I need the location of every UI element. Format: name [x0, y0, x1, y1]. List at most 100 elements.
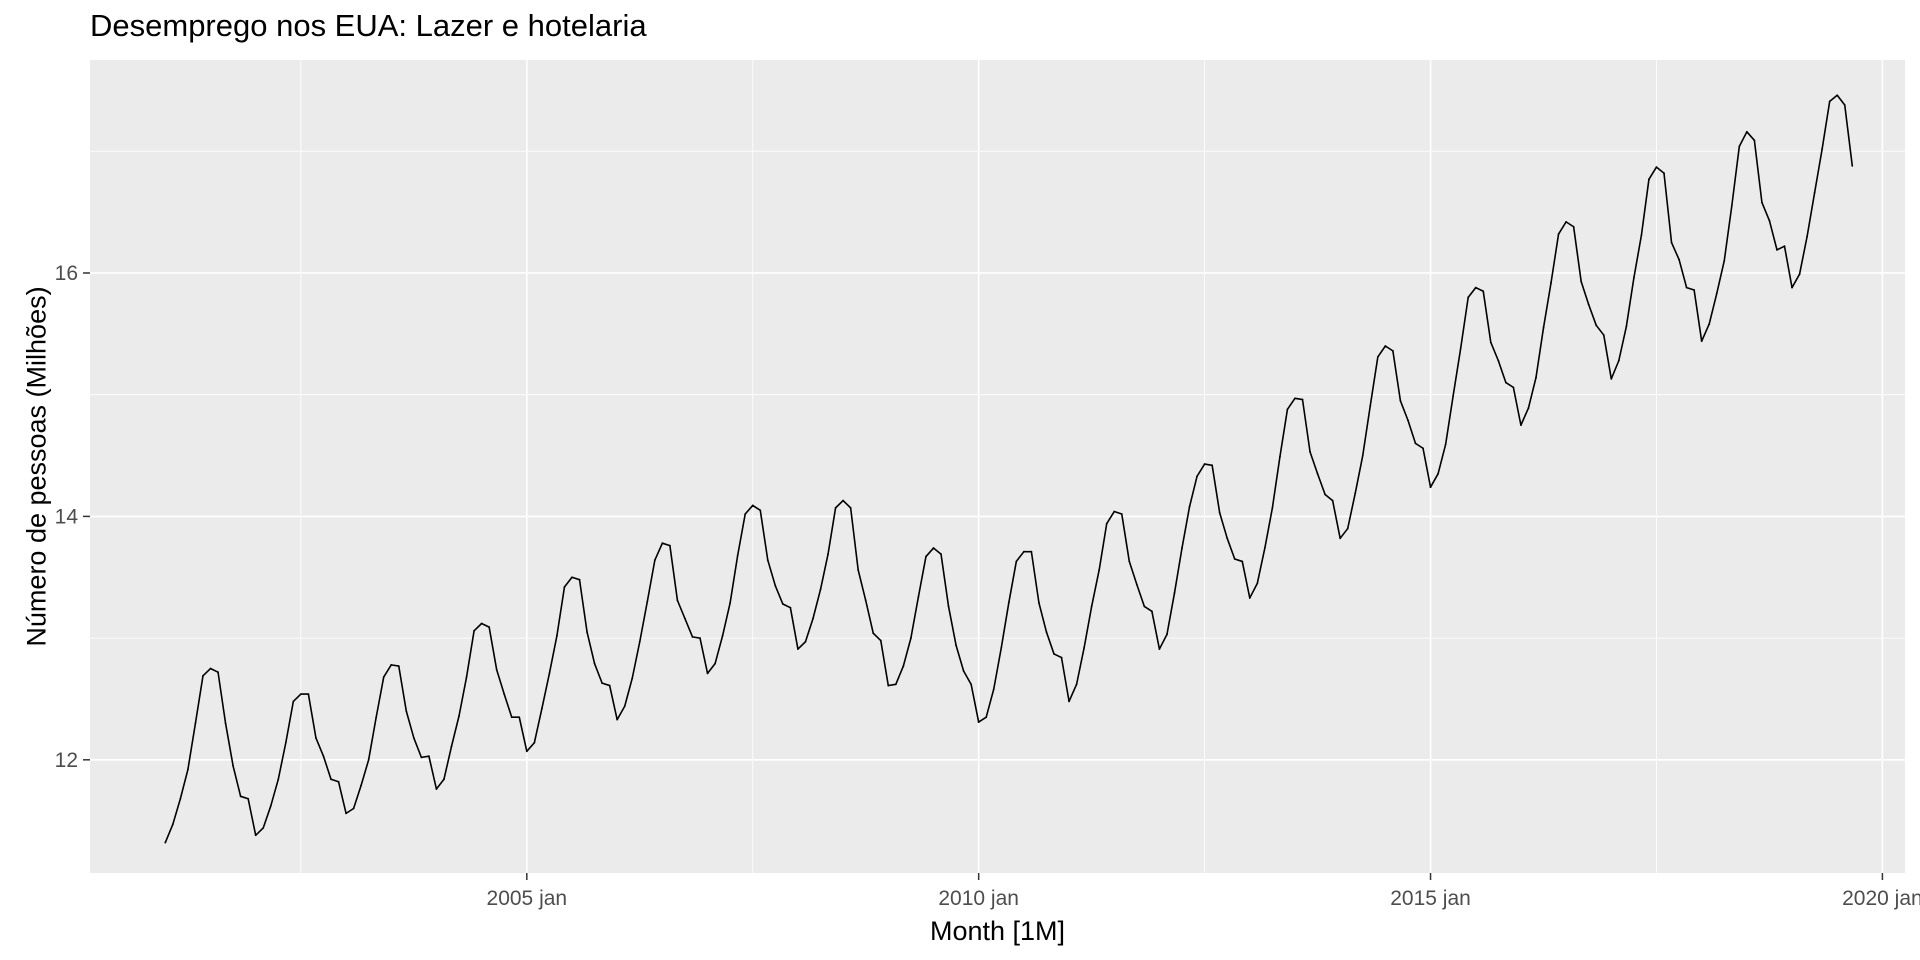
data-point [714, 662, 716, 665]
data-point [1166, 633, 1168, 636]
data-point [1580, 280, 1583, 283]
data-point [179, 797, 182, 800]
y-tick-label: 14 [55, 505, 79, 528]
data-point [887, 684, 890, 687]
data-point [1459, 347, 1462, 350]
data-point [1090, 605, 1093, 608]
data-point [1474, 286, 1477, 289]
data-point [804, 640, 807, 643]
data-point [1527, 407, 1530, 409]
data-point [1000, 646, 1003, 649]
data-point [1181, 547, 1183, 549]
data-point [894, 683, 897, 686]
data-point [1045, 631, 1048, 633]
data-point [1768, 219, 1771, 222]
data-point [1022, 550, 1025, 553]
data-point [1135, 583, 1138, 586]
data-point [646, 600, 649, 603]
data-point [239, 795, 242, 798]
data-point [322, 755, 325, 758]
data-point [397, 665, 400, 667]
data-point [586, 631, 588, 633]
data-point [1218, 511, 1221, 514]
y-tick-label: 16 [55, 262, 78, 285]
plot-panel [90, 60, 1905, 873]
data-point [202, 674, 204, 677]
data-point [315, 737, 317, 739]
data-point [1843, 104, 1846, 106]
data-point [1053, 653, 1055, 655]
data-point [1075, 683, 1078, 686]
data-point [1384, 345, 1387, 347]
data-point [232, 765, 234, 767]
data-point [1550, 281, 1552, 284]
data-point [269, 805, 272, 807]
data-point [1211, 464, 1214, 467]
data-point [428, 755, 430, 758]
data-point [209, 667, 212, 670]
data-point [601, 682, 604, 685]
data-point [857, 569, 860, 571]
data-point [661, 542, 664, 545]
data-point [473, 629, 475, 632]
data-point [1083, 646, 1086, 649]
data-point [495, 668, 498, 671]
data-point [1030, 550, 1033, 553]
data-point [834, 506, 837, 509]
data-point [247, 797, 250, 800]
data-point [932, 547, 935, 549]
x-tick-label: 2010 jan [938, 887, 1019, 910]
data-point [1813, 191, 1816, 194]
data-point [797, 648, 799, 650]
data-point [616, 718, 619, 721]
y-axis-tick-labels: 12 14 16 [55, 262, 79, 772]
data-point [450, 745, 453, 748]
data-point [375, 716, 378, 719]
data-point [638, 640, 641, 643]
data-point [902, 665, 905, 667]
data-point [1783, 245, 1786, 248]
data-point [194, 722, 197, 725]
data-point [1632, 276, 1635, 279]
data-point [1203, 463, 1206, 465]
data-point [1391, 349, 1394, 352]
data-point [412, 737, 415, 739]
data-point [623, 705, 626, 708]
data-point [1113, 510, 1116, 513]
data-point [1821, 147, 1824, 150]
data-point [1158, 648, 1161, 650]
data-point [751, 504, 754, 507]
data-point [653, 559, 656, 562]
data-point [571, 576, 573, 579]
data-point [1512, 386, 1515, 389]
data-point [1467, 296, 1470, 299]
data-point [1294, 397, 1296, 400]
data-point [864, 599, 867, 602]
data-point [367, 758, 370, 761]
data-point [1678, 258, 1680, 261]
data-point [1429, 486, 1432, 489]
data-point [1444, 443, 1447, 446]
data-point [1279, 455, 1281, 458]
data-point [1346, 527, 1349, 530]
data-point [299, 693, 302, 695]
data-point [1602, 334, 1605, 336]
data-point [1670, 241, 1673, 244]
data-point [510, 716, 513, 719]
data-point [706, 672, 709, 675]
data-point [465, 676, 468, 678]
data-point [977, 721, 980, 723]
data-point [1007, 601, 1010, 604]
data-point [699, 637, 701, 640]
data-point [405, 710, 408, 713]
data-point [1776, 248, 1778, 251]
axis-ticks [83, 272, 1884, 880]
data-point [608, 684, 611, 687]
data-point [1836, 94, 1839, 97]
data-point [1761, 201, 1763, 204]
data-point [992, 688, 995, 691]
x-axis-title: Month [1M] [930, 916, 1065, 946]
data-point [721, 634, 724, 637]
data-point [1422, 447, 1424, 450]
data-point [1150, 610, 1153, 613]
